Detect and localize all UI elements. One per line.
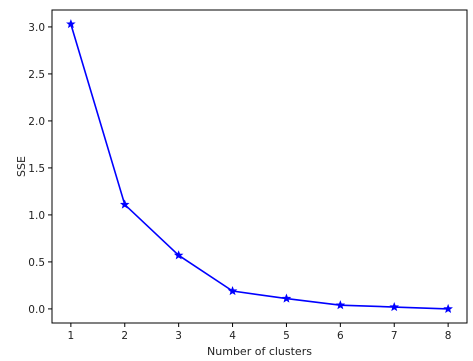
data-point-marker: [335, 300, 346, 310]
x-tick-label: 2: [121, 330, 128, 342]
x-tick-label: 4: [229, 330, 236, 342]
data-point-marker: [443, 303, 453, 313]
y-tick-label: 0.0: [28, 304, 45, 316]
x-tick-label: 7: [391, 330, 398, 342]
y-tick-label: 0.5: [28, 257, 45, 269]
sse-series-line: [70, 23, 449, 310]
data-point-marker: [281, 293, 292, 303]
x-tick-label: 5: [283, 330, 290, 342]
data-point-marker: [119, 199, 130, 209]
data-point-marker: [173, 250, 184, 260]
data-point-marker: [66, 19, 76, 29]
y-tick-label: 2.0: [28, 116, 45, 128]
y-tick-label: 1.5: [28, 163, 45, 175]
x-axis-ticks: 1 2 3 4 5 6 7 8: [68, 323, 452, 342]
x-axis-label: Number of clusters: [207, 345, 312, 358]
y-tick-label: 3.0: [28, 22, 45, 34]
data-point-marker: [227, 286, 238, 296]
x-tick-label: 8: [445, 330, 452, 342]
data-point-marker: [389, 301, 400, 312]
x-tick-label: 1: [68, 330, 75, 342]
x-tick-label: 6: [337, 330, 344, 342]
sse-series-markers: [66, 19, 453, 313]
y-tick-label: 2.5: [28, 69, 45, 81]
x-tick-label: 3: [175, 330, 182, 342]
plot-frame: [51, 9, 468, 324]
y-axis-ticks: 0.0 0.5 1.0 1.5 2.0 2.5 3.0: [28, 22, 52, 316]
y-tick-label: 1.0: [28, 210, 45, 222]
y-axis-label: SSE: [15, 156, 28, 177]
